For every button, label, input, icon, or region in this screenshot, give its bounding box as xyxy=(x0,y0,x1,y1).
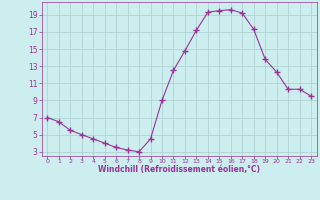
X-axis label: Windchill (Refroidissement éolien,°C): Windchill (Refroidissement éolien,°C) xyxy=(98,165,260,174)
